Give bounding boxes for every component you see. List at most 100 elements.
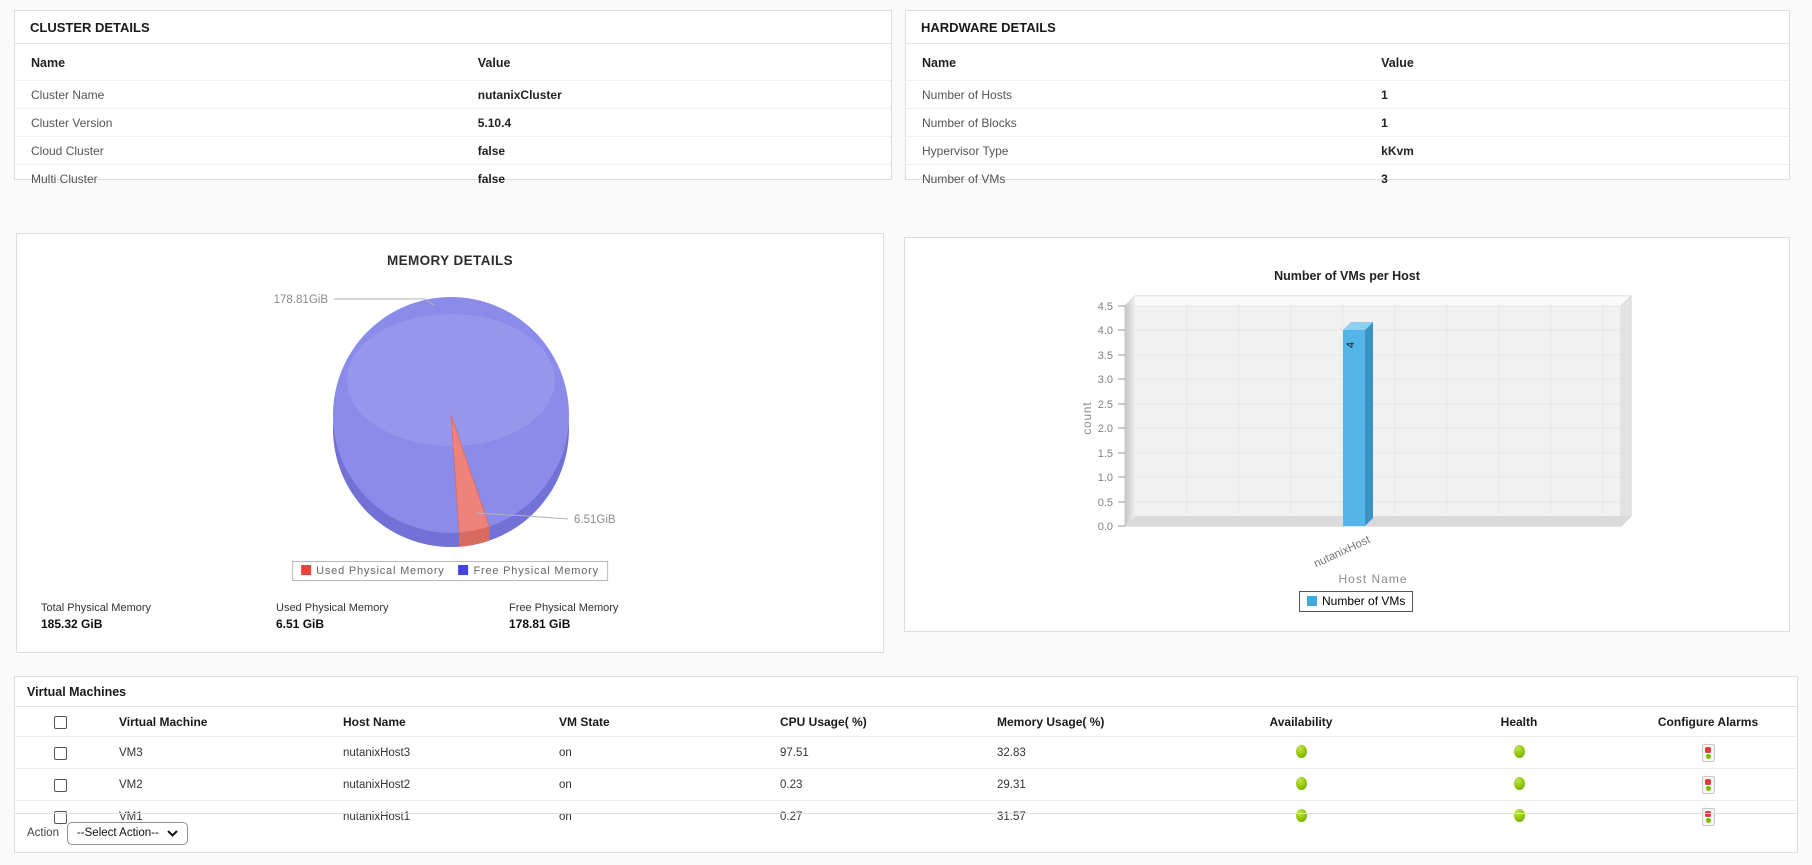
table-row: Number of VMs 3 <box>906 164 1789 192</box>
summary-label: Free Physical Memory <box>509 602 619 614</box>
hardware-details-title: HARDWARE DETAILS <box>906 11 1789 44</box>
table-header-row: Name Value <box>15 44 891 81</box>
row-value: 1 <box>1365 108 1789 137</box>
vm-state: on <box>545 800 766 833</box>
hardware-details-table: Name Value Number of Hosts 1 Number of Bl… <box>906 44 1789 192</box>
pie-label-free: 178.81GiB <box>274 294 329 306</box>
svg-text:1.0: 1.0 <box>1098 472 1113 484</box>
svg-text:1.5: 1.5 <box>1098 448 1113 460</box>
legend-label-free: Free Physical Memory <box>473 565 599 577</box>
vm-mem: 31.57 <box>983 800 1183 833</box>
vm-name: VM3 <box>105 736 329 769</box>
health-ok-icon[interactable] <box>1513 777 1525 791</box>
row-name: Cluster Version <box>15 108 462 137</box>
row-checkbox[interactable] <box>53 810 67 824</box>
x-category-label: nutanixHost <box>1312 534 1373 571</box>
vm-name: VM2 <box>105 768 329 801</box>
plot-floor <box>1125 516 1631 526</box>
value-column-header: Value <box>1381 56 1414 70</box>
legend-swatch-free-icon <box>458 565 469 575</box>
svg-text:0.0: 0.0 <box>1098 521 1113 533</box>
table-row: Number of Hosts 1 <box>906 80 1789 109</box>
svg-text:0.5: 0.5 <box>1098 497 1113 509</box>
memory-pie-chart: 178.81GiB 6.51GiB <box>274 294 616 547</box>
memory-details-panel: MEMORY DETAILS 178.81GiB 6.51GiB Used Ph… <box>16 233 884 653</box>
row-value: nutanixCluster <box>461 80 891 109</box>
availability-ok-icon[interactable] <box>1295 745 1307 759</box>
plot-right-face <box>1620 295 1632 527</box>
legend-label-vms: Number of VMs <box>1322 594 1406 608</box>
col-virtual-machine: Virtual Machine <box>119 715 208 730</box>
vm-host: nutanixHost2 <box>329 768 545 801</box>
virtual-machines-title: Virtual Machines <box>15 677 1797 707</box>
vm-cpu: 97.51 <box>766 736 983 769</box>
bar-chart-title: Number of VMs per Host <box>1274 269 1420 283</box>
svg-text:3.5: 3.5 <box>1098 350 1113 362</box>
action-select[interactable]: --Select Action-- <box>66 821 188 845</box>
y-axis-ticks <box>1118 305 1125 527</box>
row-value: false <box>461 136 891 165</box>
plot-top-face <box>1124 295 1632 307</box>
name-column-header: Name <box>31 56 66 70</box>
configure-alarms-icon[interactable] <box>1701 776 1715 795</box>
vm-cpu: 0.23 <box>766 768 983 801</box>
summary-value: 6.51 GiB <box>276 617 325 631</box>
vm-mem: 32.83 <box>983 736 1183 769</box>
memory-chart-title: MEMORY DETAILS <box>386 253 514 268</box>
free-physical-memory: Free Physical Memory 178.81 GiB <box>509 602 618 631</box>
summary-label: Total Physical Memory <box>41 602 152 614</box>
table-row: Cluster Name nutanixCluster <box>15 80 891 109</box>
health-ok-icon[interactable] <box>1513 745 1525 759</box>
summary-value: 178.81 GiB <box>509 617 571 631</box>
y-axis-labels: 4.5 4.0 3.5 3.0 2.5 2.0 1.5 1.0 0.5 0.0 <box>1098 301 1113 533</box>
row-checkbox[interactable] <box>53 778 67 792</box>
svg-text:4.0: 4.0 <box>1098 325 1113 337</box>
action-select-value: --Select Action-- <box>76 827 159 839</box>
row-value: 3 <box>1365 164 1789 192</box>
vm-cpu: 0.27 <box>766 800 983 833</box>
pie-legend: Used Physical Memory Free Physical Memor… <box>292 561 608 581</box>
row-name: Number of VMs <box>906 164 1366 192</box>
availability-ok-icon[interactable] <box>1295 777 1307 791</box>
col-vm-state: VM State <box>559 715 610 730</box>
col-cpu-usage: CPU Usage( %) <box>780 715 867 730</box>
vms-per-host-panel: Number of VMs per Host <box>904 237 1790 632</box>
vm-host: nutanixHost3 <box>329 736 545 769</box>
used-physical-memory: Used Physical Memory 6.51 GiB <box>276 602 388 631</box>
row-name: Multi Cluster <box>15 164 462 192</box>
configure-alarms-icon[interactable] <box>1701 808 1715 827</box>
action-label: Action <box>27 827 59 839</box>
legend-swatch-used-icon <box>301 565 312 575</box>
plot-left-wall <box>1125 296 1135 526</box>
table-row: Cloud Cluster false <box>15 136 891 165</box>
x-axis-title: Host Name <box>1338 572 1407 586</box>
svg-text:4.5: 4.5 <box>1098 301 1113 313</box>
bar-number-of-vms: 4 <box>1343 322 1373 526</box>
health-ok-icon[interactable] <box>1513 809 1525 823</box>
pie-leader-line-free <box>334 298 435 306</box>
col-memory-usage: Memory Usage( %) <box>997 715 1105 730</box>
legend-label-used: Used Physical Memory <box>316 565 445 577</box>
vm-row: VM3 nutanixHost3 on 97.51 32.83 <box>15 736 1797 769</box>
vm-mem: 29.31 <box>983 768 1183 801</box>
row-name: Number of Blocks <box>906 108 1366 137</box>
select-all-checkbox[interactable] <box>53 716 67 730</box>
row-value: kKvm <box>1365 136 1789 165</box>
configure-alarms-icon[interactable] <box>1701 744 1715 763</box>
row-checkbox[interactable] <box>53 746 67 760</box>
pie-label-used: 6.51GiB <box>574 514 616 526</box>
row-value: false <box>461 164 891 192</box>
availability-ok-icon[interactable] <box>1295 809 1307 823</box>
action-bar: Action --Select Action-- <box>15 813 1797 852</box>
table-row: Cluster Version 5.10.4 <box>15 108 891 137</box>
virtual-machines-panel: Virtual Machines Virtual Machine Host Na… <box>14 676 1798 853</box>
svg-text:2.0: 2.0 <box>1098 423 1113 435</box>
bar-chart-legend: Number of VMs <box>1299 591 1414 612</box>
value-column-header: Value <box>477 56 511 70</box>
hardware-details-panel: HARDWARE DETAILS Name Value Number of Ho… <box>905 10 1790 192</box>
table-row: Hypervisor Type kKvm <box>906 136 1789 165</box>
cluster-details-table: Name Value Cluster Name nutanixCluster Cl… <box>15 44 891 192</box>
row-value: 5.10.4 <box>461 108 891 137</box>
row-name: Number of Hosts <box>906 80 1366 109</box>
